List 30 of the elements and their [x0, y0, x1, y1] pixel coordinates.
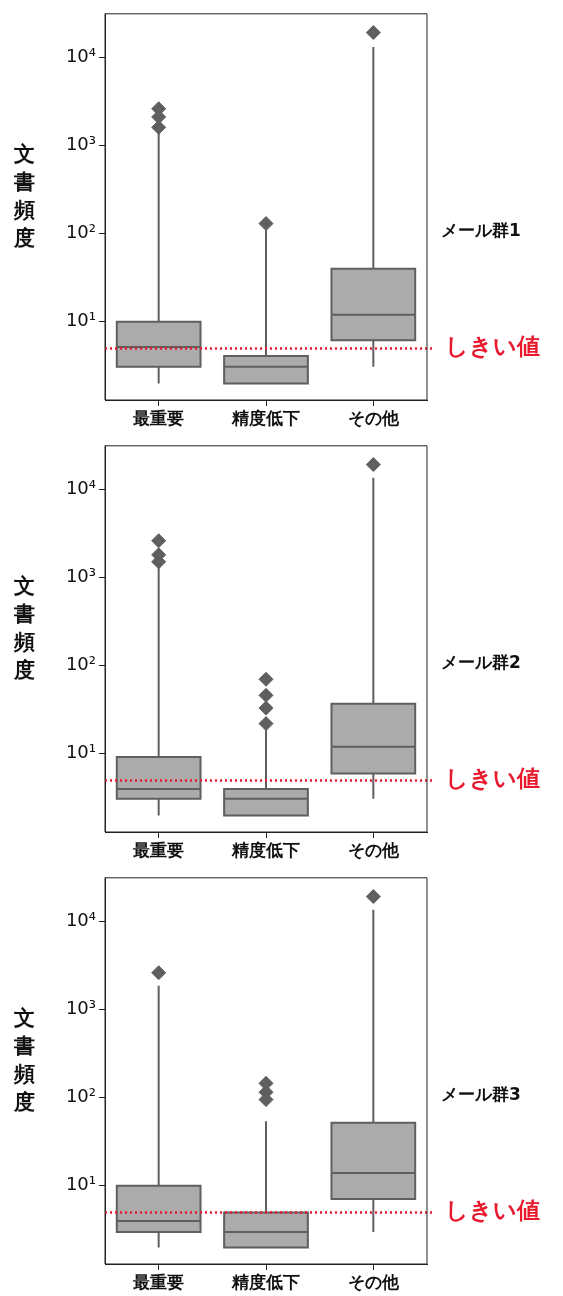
y-tick-label: 10³ — [65, 997, 96, 1019]
y-axis-title: 文書頻度 — [14, 573, 36, 684]
ref-line-label: しきい値 — [445, 333, 540, 360]
text: メール群3 — [441, 1084, 521, 1105]
x-tick-label: その他 — [347, 1271, 400, 1292]
y-tick-label: 10⁴ — [65, 476, 96, 498]
y-tick-label: 10² — [65, 221, 96, 243]
x-tick-label: その他 — [347, 839, 400, 860]
y-tick-label: 10³ — [65, 133, 96, 155]
text: メール群2 — [441, 652, 521, 673]
x-tick-label: その他 — [347, 407, 400, 428]
y-tick-label: 10⁴ — [65, 908, 96, 930]
text: メール群1 — [441, 220, 521, 241]
y-tick-label: 10² — [65, 1085, 96, 1107]
y-tick-label: 10³ — [65, 565, 96, 587]
y-tick-label: 10² — [65, 653, 96, 675]
ref-line-label: しきい値 — [445, 765, 540, 792]
y-tick-label: 10¹ — [65, 309, 96, 331]
x-tick-label: 精度低下 — [231, 839, 300, 860]
x-tick-label: 最重要 — [132, 839, 185, 860]
y-axis-title: 文書頻度 — [14, 1005, 36, 1116]
ref-line-label: しきい値 — [445, 1197, 540, 1224]
y-tick-label: 10¹ — [65, 1173, 96, 1195]
x-tick-label: 最重要 — [132, 1271, 185, 1292]
x-tick-label: 精度低下 — [231, 1271, 300, 1292]
y-tick-label: 10¹ — [65, 741, 96, 763]
x-tick-label: 精度低下 — [231, 407, 300, 428]
y-tick-label: 10⁴ — [65, 44, 96, 66]
y-axis-title: 文書頻度 — [14, 141, 36, 252]
x-tick-label: 最重要 — [132, 407, 185, 428]
